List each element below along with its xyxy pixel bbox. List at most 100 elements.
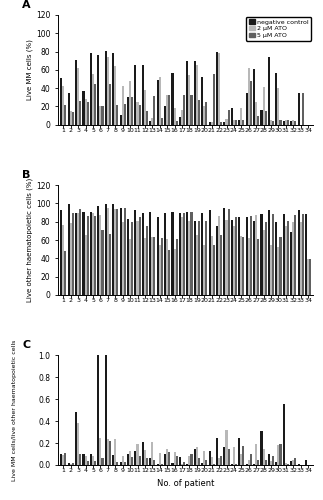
Bar [186,212,188,295]
Bar [139,104,141,125]
Bar [263,448,265,465]
Bar [235,464,237,465]
Bar [224,122,225,125]
Bar [287,221,289,295]
Bar [144,450,146,465]
Bar [94,84,96,125]
Bar [196,66,198,125]
Bar [297,210,300,295]
Bar [209,210,211,295]
Bar [297,92,300,125]
Bar [179,458,181,465]
Bar [179,212,181,295]
Bar [292,222,294,295]
Bar [211,122,213,125]
Bar [68,463,70,465]
Bar [268,454,270,465]
Bar [82,91,85,125]
Bar [253,221,255,295]
Bar [300,222,302,295]
Bar [238,120,240,125]
Bar [120,208,122,295]
Bar [309,259,311,295]
Bar [127,219,129,295]
Bar [124,462,126,465]
Bar [285,226,287,295]
Bar [224,448,225,465]
Bar [290,232,292,295]
Bar [97,206,99,295]
Bar [116,104,118,125]
Bar [305,460,307,465]
Bar [294,216,297,295]
Bar [79,454,81,465]
Bar [218,52,220,125]
Bar [194,60,196,125]
X-axis label: No. of patient: No. of patient [157,479,214,488]
Bar [157,464,159,465]
Bar [172,72,173,125]
Bar [68,92,70,125]
Bar [85,236,87,295]
Bar [213,464,215,465]
Bar [159,77,161,125]
Bar [205,102,207,125]
Bar [275,222,277,295]
Bar [294,121,297,125]
Bar [292,120,294,125]
Bar [161,238,163,295]
Bar [277,248,279,295]
Bar [70,464,72,465]
Bar [144,90,146,125]
Bar [203,106,205,125]
Bar [134,450,137,465]
Bar [287,464,289,465]
Bar [205,460,207,465]
Bar [60,78,62,125]
Bar [263,230,265,295]
Bar [122,86,124,125]
Bar [166,448,168,465]
Bar [146,458,148,465]
Bar [248,238,250,295]
Bar [122,456,124,465]
Bar [90,54,92,125]
Bar [79,209,81,295]
Bar [127,98,129,125]
Bar [92,74,94,125]
Bar [94,216,96,295]
Bar [283,404,285,465]
Bar [209,122,211,125]
Bar [263,88,265,125]
Bar [129,239,131,295]
Bar [248,68,250,125]
Bar [198,221,200,295]
Bar [250,81,252,125]
Bar [173,108,176,125]
Bar [77,214,79,295]
Bar [137,102,139,125]
Bar [112,204,114,295]
Bar [265,222,267,295]
Bar [205,221,207,295]
Bar [277,445,279,465]
Bar [109,84,111,125]
Bar [283,214,285,295]
Bar [151,442,153,465]
Bar [82,212,85,295]
Bar [62,455,64,465]
Bar [129,81,131,125]
Bar [186,464,188,465]
Bar [268,210,270,295]
Bar [183,212,185,295]
Bar [248,460,250,465]
Bar [188,456,191,465]
Bar [201,463,203,465]
Bar [186,60,188,125]
Bar [302,92,304,125]
Bar [279,120,282,125]
Bar [109,234,111,295]
Bar [85,99,87,125]
Bar [142,442,144,465]
Bar [231,108,233,125]
